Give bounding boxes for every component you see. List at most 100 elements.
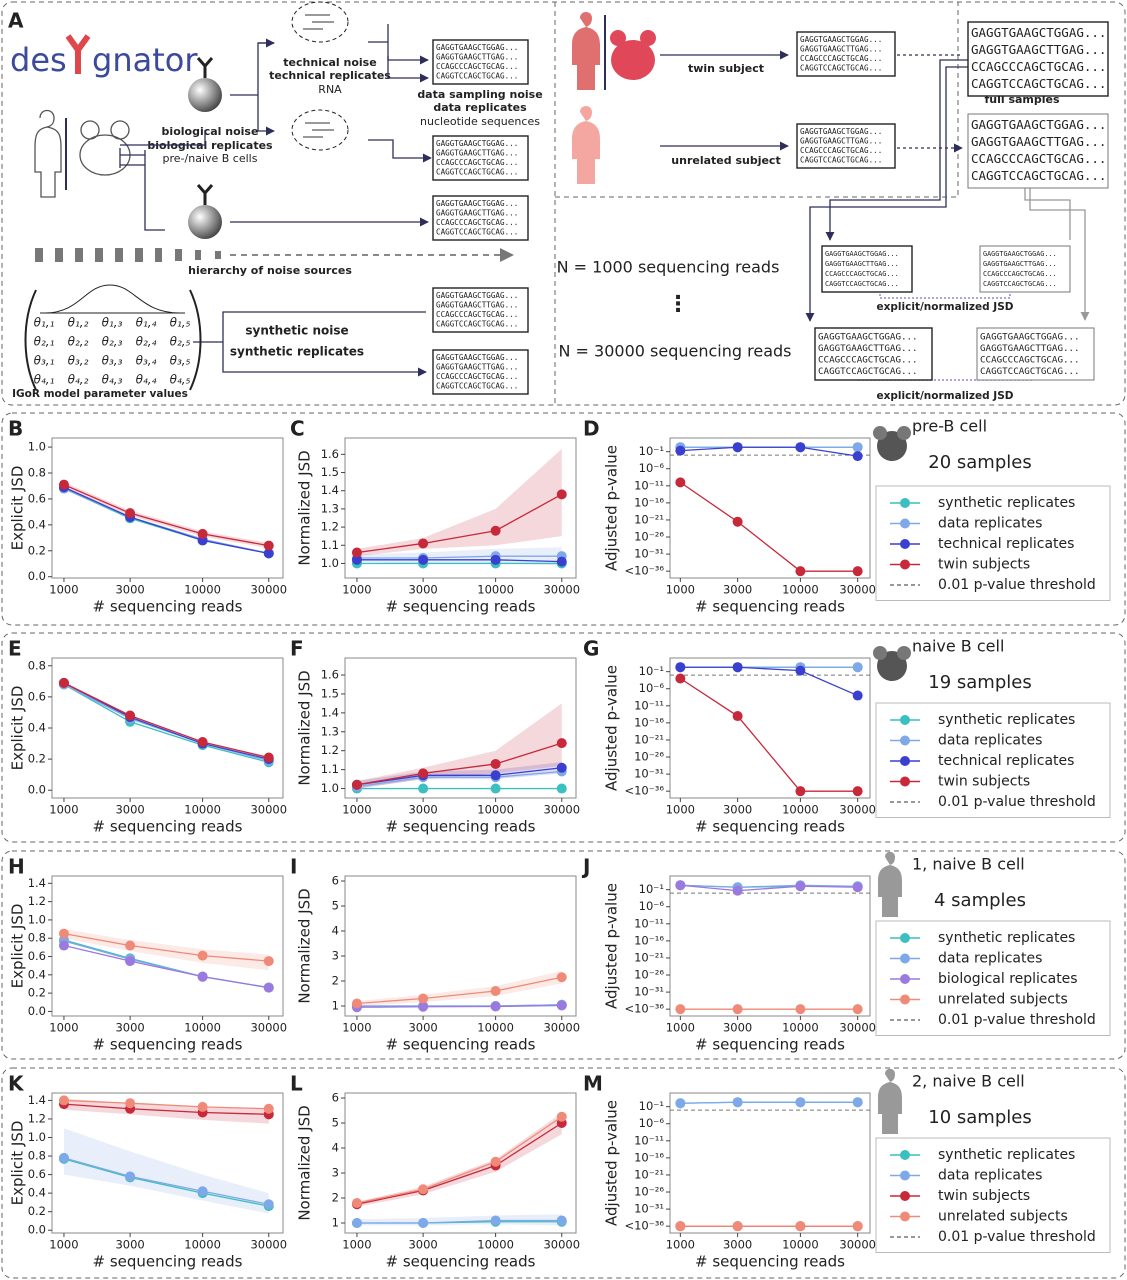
data-point (852, 662, 863, 673)
label: RNA (318, 83, 342, 96)
y-axis-label: Adjusted p-value (603, 445, 621, 571)
label: data sampling noise (417, 88, 542, 101)
panel-frame (1, 1, 1126, 406)
x-tick-label: 10000 (477, 1238, 514, 1252)
mouse-icon (877, 431, 907, 461)
y-tick-label: 0.2 (28, 1204, 46, 1218)
legend-label: 0.01 p-value threshold (938, 577, 1096, 593)
y-tick-label: 0.8 (28, 1149, 46, 1163)
data-point (675, 1221, 686, 1232)
plot-area (344, 875, 577, 1017)
plot-area (51, 657, 284, 799)
y-tick-label: 10⁻¹¹ (634, 478, 664, 492)
series-line (356, 767, 562, 786)
data-point (675, 673, 686, 684)
legend-label: technical replicates (938, 753, 1074, 769)
confidence-band (356, 538, 424, 557)
data-point (197, 950, 208, 961)
sequence: CAGGTCCAGCTGCAG... (971, 76, 1106, 91)
series-line (356, 555, 562, 559)
logo-icon (65, 34, 91, 74)
data-point (556, 783, 567, 794)
samples: 4 samples (934, 890, 1026, 911)
x-tick-label: 30000 (543, 1238, 580, 1252)
legend-marker (900, 953, 910, 964)
legend-marker (900, 1150, 910, 1160)
y-axis-label: Explicit JSD (9, 466, 27, 551)
plot-area (344, 1092, 577, 1234)
x-tick-label: 1000 (49, 1021, 78, 1035)
sequence: GAGGTGAAGCTTGAG... (436, 362, 518, 371)
y-tick-label: 10⁻⁶ (639, 1116, 665, 1130)
label: synthetic replicates (230, 345, 364, 359)
y-axis-label: Adjusted p-value (603, 1100, 621, 1226)
plot-area (669, 437, 871, 579)
plot-area (669, 875, 871, 1017)
series-line (356, 742, 562, 786)
series-line (356, 1004, 562, 1008)
data-point (675, 1004, 686, 1015)
plot-area (344, 437, 577, 579)
x-tick-label: 1000 (342, 803, 371, 817)
confidence-band (202, 949, 269, 971)
label: twin subject (688, 62, 764, 75)
data-point (263, 540, 274, 551)
x-tick-label: 10000 (782, 583, 819, 597)
confidence-band (130, 1103, 203, 1120)
series-line (63, 486, 269, 555)
confidence-band (202, 1174, 269, 1214)
x-tick-label: 30000 (250, 583, 287, 597)
theta: θ₄,₂ (68, 373, 89, 387)
y-tick-label: 0.0 (28, 1004, 46, 1018)
data-point (263, 548, 274, 559)
y-tick-label: <10⁻³⁶ (624, 784, 664, 798)
y-tick-label: 0.6 (28, 689, 46, 703)
data-point (556, 1111, 567, 1122)
data-point (197, 1186, 208, 1197)
data-point (58, 940, 69, 951)
y-tick-label: 1.1 (321, 762, 339, 776)
sequence: GAGGTGAAGCTTGAG... (971, 42, 1106, 57)
y-axis-label: Normalized JSD (296, 670, 314, 785)
label: unrelated subject (671, 154, 780, 167)
series-line (63, 484, 269, 547)
y-tick-label: 10⁻²¹ (634, 732, 664, 746)
theta: θ₂,₃ (102, 335, 123, 349)
x-tick-label: 1000 (342, 1238, 371, 1252)
data-point (125, 1098, 136, 1109)
data-point (197, 528, 208, 539)
sequence: CAGGTCCAGCTGCAG... (800, 155, 882, 164)
data-point (490, 783, 501, 794)
series-line (356, 1122, 563, 1205)
data-point (125, 940, 136, 951)
annotation: 2, naive B cell (912, 1072, 1025, 1091)
x-tick-label: 30000 (250, 803, 287, 817)
data-point (795, 1221, 806, 1232)
legend-marker (900, 539, 910, 549)
confidence-band (495, 703, 562, 774)
y-tick-label: <10⁻³⁶ (624, 564, 664, 578)
series-line (63, 683, 269, 762)
x-axis-label: # sequencing reads (93, 1036, 243, 1054)
sequence: CAGGTCCAGCTGCAG... (800, 63, 882, 72)
y-axis-label: Adjusted p-value (603, 883, 621, 1009)
label: pre-/naive B cells (163, 152, 258, 165)
sequence-box (432, 349, 529, 395)
legend-label: synthetic replicates (938, 712, 1075, 728)
sequence: GAGGTGAAGCTTGAG... (971, 134, 1106, 149)
data-point (197, 1101, 208, 1112)
series-line (680, 666, 858, 697)
y-axis-label: Explicit JSD (9, 904, 27, 989)
data-point (197, 737, 208, 747)
sequence: GAGGTGAAGCTTGAG... (436, 300, 518, 309)
legend-label: synthetic replicates (938, 1147, 1075, 1163)
series-line (356, 1219, 562, 1224)
x-tick-label: 10000 (184, 583, 221, 597)
sequence-box (796, 123, 896, 169)
sequence: GAGGTGAAGCTTGAG... (800, 136, 882, 145)
y-tick-label: 1.6 (321, 668, 339, 682)
x-tick-label: 10000 (782, 803, 819, 817)
y-axis-label: Normalized JSD (296, 1105, 314, 1220)
sequence: CAGGTCCAGCTGCAG... (436, 227, 518, 236)
